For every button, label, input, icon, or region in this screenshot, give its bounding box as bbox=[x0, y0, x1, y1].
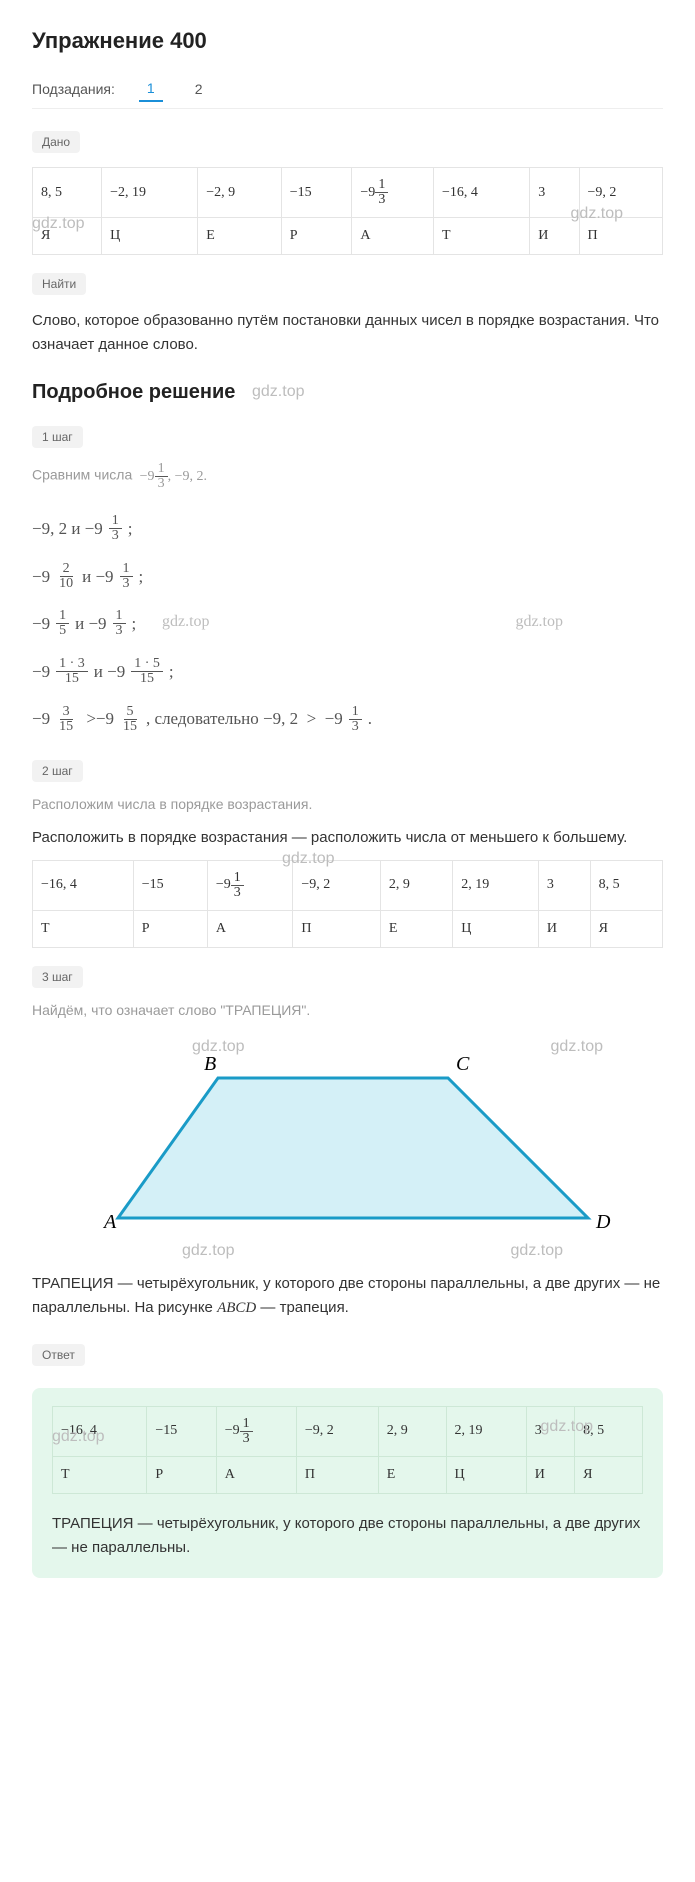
given-block: 8, 5 −2, 19 −2, 9 −15 −913 −16, 4 3 −9, … bbox=[32, 167, 663, 255]
tab-2[interactable]: 2 bbox=[187, 77, 211, 101]
cell: Е bbox=[378, 1456, 446, 1493]
step3-intro: Найдём, что означает слово "ТРАПЕЦИЯ". bbox=[32, 1002, 663, 1018]
table-row: −16, 4 −15 −913 −9, 2 2, 9 2, 19 3 8, 5 bbox=[53, 1406, 643, 1456]
cell: −913 bbox=[207, 860, 293, 910]
cell: −913 bbox=[352, 168, 434, 218]
trapezoid-figure: gdz.top gdz.top A B C D gdz.top gdz.top bbox=[32, 1038, 663, 1252]
cell: −913 bbox=[216, 1406, 296, 1456]
cell: И bbox=[526, 1456, 574, 1493]
cell: −9, 2 bbox=[579, 168, 663, 218]
tab-1[interactable]: 1 bbox=[139, 76, 163, 102]
cell: −2, 9 bbox=[198, 168, 281, 218]
cell: Ц bbox=[453, 910, 539, 947]
cell: И bbox=[538, 910, 590, 947]
cell: −15 bbox=[281, 168, 352, 218]
cell: Ц bbox=[102, 218, 198, 255]
cell: −9, 2 bbox=[296, 1406, 378, 1456]
cell: А bbox=[216, 1456, 296, 1493]
cell: 2, 19 bbox=[453, 860, 539, 910]
subtasks-bar: Подзадания: 1 2 bbox=[32, 76, 663, 109]
cell: Я bbox=[33, 218, 102, 255]
cell: П bbox=[579, 218, 663, 255]
table-row: Т Р А П Е Ц И Я bbox=[53, 1456, 643, 1493]
vertex-label-d: D bbox=[595, 1211, 611, 1233]
cell: Т bbox=[53, 1456, 147, 1493]
table-row: Я Ц Е Р А Т И П bbox=[33, 218, 663, 255]
vertex-label-c: C bbox=[456, 1053, 470, 1075]
step2-block: Расположить в порядке возрастания — расп… bbox=[32, 826, 663, 948]
cell: Ц bbox=[446, 1456, 526, 1493]
cell: −16, 4 bbox=[33, 860, 134, 910]
math-line: −9315 >−9515, следовательно −9, 2 > −913… bbox=[32, 695, 663, 743]
step1-intro-text: Сравним числа bbox=[32, 467, 132, 483]
table-row: −16, 4 −15 −913 −9, 2 2, 9 2, 19 3 8, 5 bbox=[33, 860, 663, 910]
step2-desc: Расположить в порядке возрастания — расп… bbox=[32, 826, 663, 850]
cell: −2, 19 bbox=[102, 168, 198, 218]
table-row: Т Р А П Е Ц И Я bbox=[33, 910, 663, 947]
cell: П bbox=[293, 910, 380, 947]
solution-title: Подробное решение bbox=[32, 381, 663, 404]
caption-post: — трапеция. bbox=[260, 1299, 348, 1316]
step2-table: −16, 4 −15 −913 −9, 2 2, 9 2, 19 3 8, 5 … bbox=[32, 860, 663, 948]
find-text: Слово, которое образованно путём постано… bbox=[32, 309, 663, 357]
cell: Р bbox=[133, 910, 207, 947]
answer-table: −16, 4 −15 −913 −9, 2 2, 9 2, 19 3 8, 5 … bbox=[52, 1406, 643, 1494]
cell: Р bbox=[281, 218, 352, 255]
math-line: −91 · 315 и −91 · 515; bbox=[32, 648, 663, 696]
solution-header: Подробное решение gdz.top bbox=[32, 381, 663, 404]
cell: Е bbox=[380, 910, 452, 947]
vertex-label-a: A bbox=[102, 1211, 117, 1233]
cell: −9, 2 bbox=[293, 860, 380, 910]
given-table: 8, 5 −2, 19 −2, 9 −15 −913 −16, 4 3 −9, … bbox=[32, 167, 663, 255]
cell: 3 bbox=[538, 860, 590, 910]
answer-text: ТРАПЕЦИЯ — четырёхугольник, у которого д… bbox=[52, 1512, 643, 1560]
answer-box: −16, 4 −15 −913 −9, 2 2, 9 2, 19 3 8, 5 … bbox=[32, 1388, 663, 1578]
step3-caption: ТРАПЕЦИЯ — четырёхугольник, у которого д… bbox=[32, 1272, 663, 1320]
cell: −15 bbox=[147, 1406, 216, 1456]
cell: А bbox=[207, 910, 293, 947]
math-line: −9, 2 и −913; bbox=[32, 505, 663, 553]
tag-step3: 3 шаг bbox=[32, 966, 83, 988]
step1-intro: Сравним числа −913, −9, 2. bbox=[32, 462, 663, 491]
cell: −15 bbox=[133, 860, 207, 910]
cell: П bbox=[296, 1456, 378, 1493]
tag-find: Найти bbox=[32, 273, 86, 295]
cell: 2, 9 bbox=[380, 860, 452, 910]
cell: 8, 5 bbox=[575, 1406, 643, 1456]
cell: 2, 9 bbox=[378, 1406, 446, 1456]
cell: Т bbox=[434, 218, 530, 255]
cell: 2, 19 bbox=[446, 1406, 526, 1456]
step2-intro: Расположим числа в порядке возрастания. bbox=[32, 796, 663, 812]
cell: Т bbox=[33, 910, 134, 947]
page-title: Упражнение 400 bbox=[32, 28, 663, 54]
trapezoid-shape bbox=[118, 1078, 588, 1218]
cell: Я bbox=[590, 910, 662, 947]
trapezoid-svg: A B C D bbox=[48, 1038, 648, 1248]
cell: −16, 4 bbox=[434, 168, 530, 218]
vertex-label-b: B bbox=[204, 1053, 216, 1075]
cell: Е bbox=[198, 218, 281, 255]
tag-answer: Ответ bbox=[32, 1344, 85, 1366]
cell: 8, 5 bbox=[33, 168, 102, 218]
tag-step2: 2 шаг bbox=[32, 760, 83, 782]
caption-abcd: ABCD bbox=[217, 1300, 256, 1316]
math-line: −9210 и −913; bbox=[32, 553, 663, 601]
cell: 3 bbox=[526, 1406, 574, 1456]
tag-step1: 1 шаг bbox=[32, 426, 83, 448]
cell: 3 bbox=[530, 168, 579, 218]
tag-given: Дано bbox=[32, 131, 80, 153]
cell: Я bbox=[575, 1456, 643, 1493]
subtasks-label: Подзадания: bbox=[32, 81, 115, 97]
cell: −16, 4 bbox=[53, 1406, 147, 1456]
step1-math: −9, 2 и −913; −9210 и −913; −915 и −913;… bbox=[32, 505, 663, 743]
cell: И bbox=[530, 218, 579, 255]
table-row: 8, 5 −2, 19 −2, 9 −15 −913 −16, 4 3 −9, … bbox=[33, 168, 663, 218]
cell: 8, 5 bbox=[590, 860, 662, 910]
cell: А bbox=[352, 218, 434, 255]
math-line: −915 и −913; bbox=[32, 600, 663, 648]
cell: Р bbox=[147, 1456, 216, 1493]
